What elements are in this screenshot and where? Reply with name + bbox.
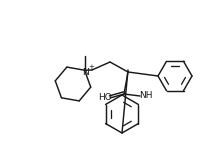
- Text: HO: HO: [98, 93, 112, 103]
- Text: +: +: [88, 64, 94, 70]
- Text: N: N: [82, 68, 89, 77]
- Text: NH: NH: [139, 91, 153, 101]
